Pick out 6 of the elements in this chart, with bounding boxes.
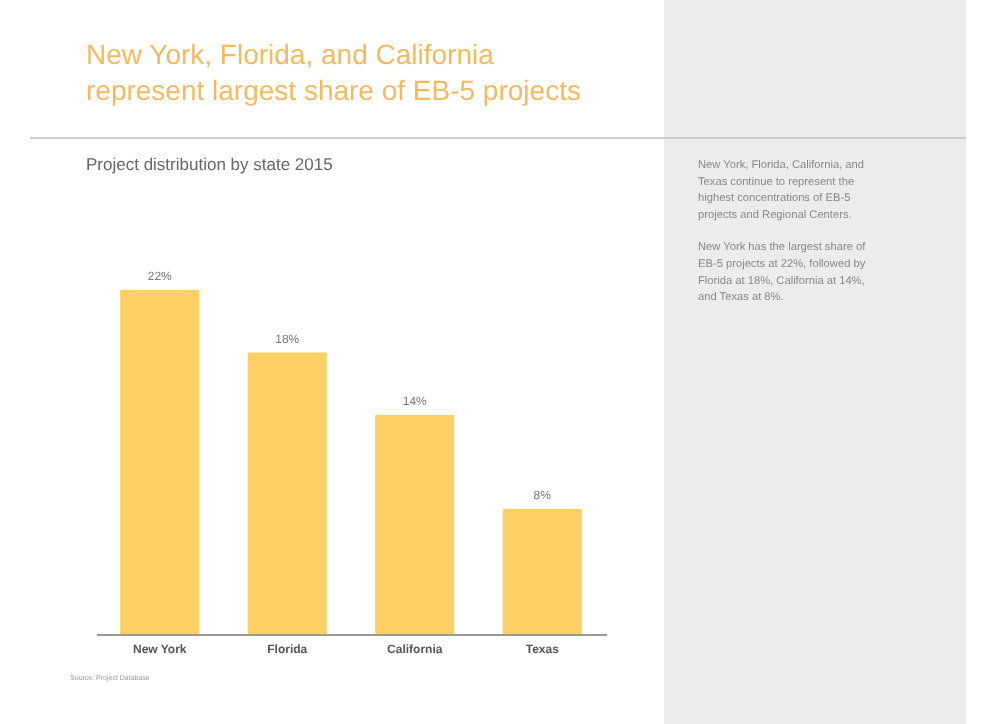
bar bbox=[120, 290, 200, 634]
bar bbox=[375, 415, 455, 634]
bar bbox=[247, 352, 327, 634]
bar bbox=[502, 508, 582, 634]
chart-title: New York, Florida, and California represent largest share of EB-5 projects bbox=[86, 38, 581, 106]
chart-subtitle: Project distribution by state 2015 bbox=[86, 154, 334, 174]
